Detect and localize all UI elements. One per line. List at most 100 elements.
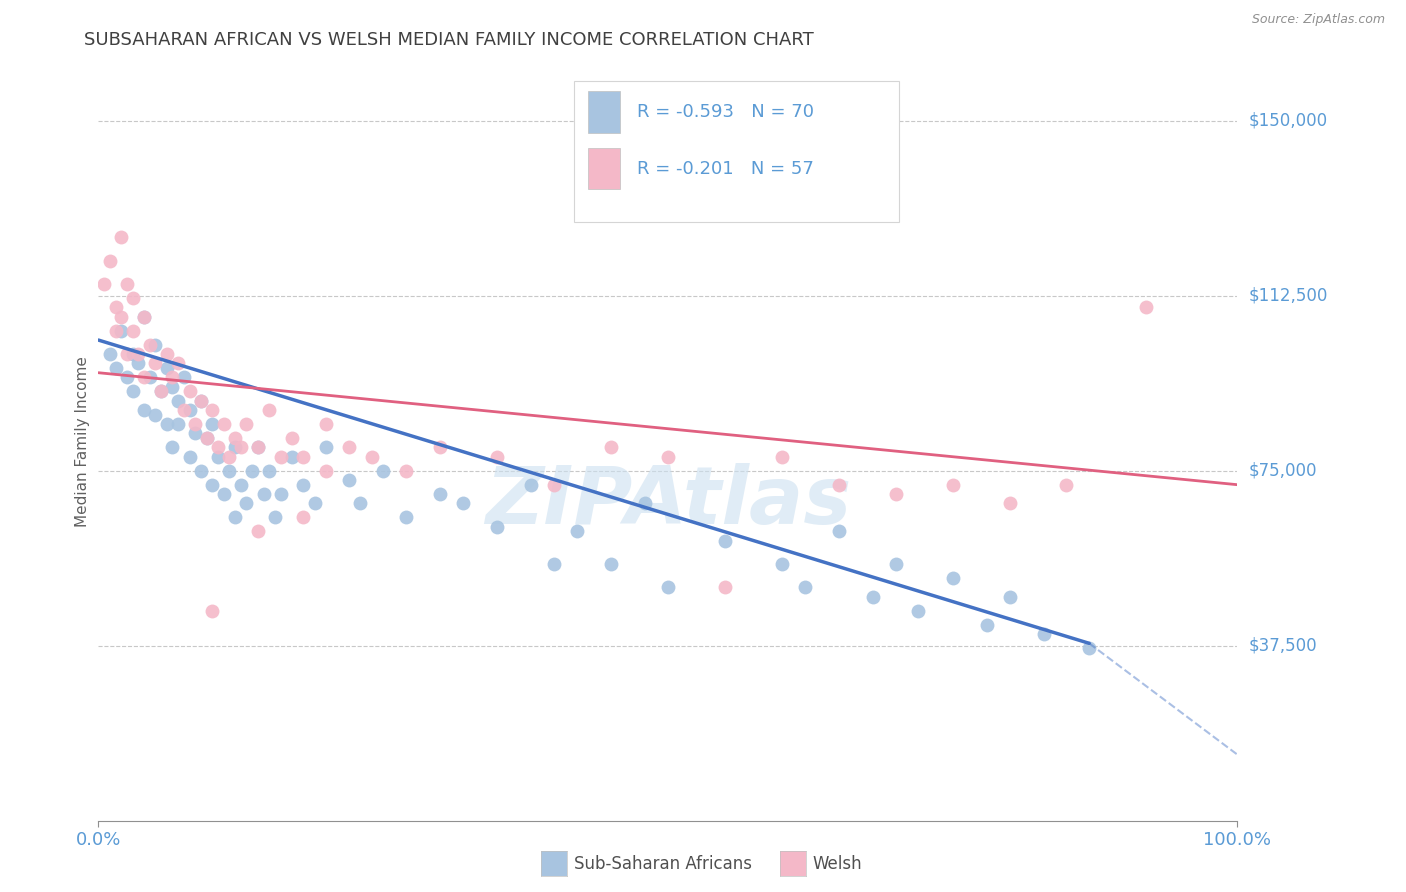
- Point: [315, 464, 337, 478]
- Point: [998, 590, 1021, 604]
- Text: $75,000: $75,000: [1249, 462, 1317, 480]
- Point: [770, 557, 793, 571]
- Point: [634, 496, 657, 510]
- Point: [145, 356, 167, 370]
- Point: [224, 441, 246, 455]
- Point: [98, 347, 121, 361]
- Point: [145, 408, 167, 422]
- Point: [162, 380, 184, 394]
- Point: [486, 519, 509, 533]
- Point: [600, 557, 623, 571]
- Point: [315, 441, 337, 455]
- Point: [115, 347, 138, 361]
- Point: [190, 393, 212, 408]
- Point: [150, 384, 173, 399]
- Point: [281, 450, 304, 464]
- Point: [998, 496, 1021, 510]
- Point: [235, 496, 257, 510]
- Text: Sub-Saharan Africans: Sub-Saharan Africans: [574, 855, 752, 873]
- Point: [104, 301, 127, 315]
- Point: [156, 347, 179, 361]
- Point: [337, 473, 360, 487]
- Point: [543, 557, 565, 571]
- Point: [657, 450, 679, 464]
- Point: [281, 431, 304, 445]
- Point: [145, 337, 167, 351]
- Point: [195, 431, 218, 445]
- Point: [349, 496, 371, 510]
- Point: [246, 441, 269, 455]
- Point: [270, 450, 292, 464]
- Text: ZIPAtlas: ZIPAtlas: [485, 463, 851, 541]
- Point: [292, 477, 315, 491]
- Point: [240, 464, 263, 478]
- Point: [121, 347, 143, 361]
- Point: [360, 450, 382, 464]
- Point: [942, 571, 965, 585]
- Text: $112,500: $112,500: [1249, 286, 1327, 305]
- Point: [371, 464, 394, 478]
- Point: [907, 604, 929, 618]
- Point: [132, 403, 155, 417]
- Point: [304, 496, 326, 510]
- Point: [93, 277, 115, 291]
- Point: [121, 291, 143, 305]
- Point: [150, 384, 173, 399]
- Point: [190, 393, 212, 408]
- Point: [121, 324, 143, 338]
- Point: [179, 384, 201, 399]
- Text: Source: ZipAtlas.com: Source: ZipAtlas.com: [1251, 13, 1385, 27]
- Point: [173, 370, 195, 384]
- Point: [132, 370, 155, 384]
- Point: [395, 464, 418, 478]
- Point: [218, 464, 240, 478]
- Point: [714, 580, 737, 594]
- Point: [486, 450, 509, 464]
- Point: [195, 431, 218, 445]
- Point: [115, 277, 138, 291]
- Point: [156, 417, 179, 431]
- Point: [543, 477, 565, 491]
- Point: [270, 487, 292, 501]
- Point: [884, 557, 907, 571]
- Point: [110, 310, 132, 324]
- Point: [770, 450, 793, 464]
- Point: [207, 450, 229, 464]
- Point: [127, 347, 149, 361]
- Point: [264, 510, 287, 524]
- Text: SUBSAHARAN AFRICAN VS WELSH MEDIAN FAMILY INCOME CORRELATION CHART: SUBSAHARAN AFRICAN VS WELSH MEDIAN FAMIL…: [84, 31, 814, 49]
- Point: [235, 417, 257, 431]
- Point: [828, 524, 851, 539]
- Point: [600, 441, 623, 455]
- Point: [714, 533, 737, 548]
- Point: [252, 487, 274, 501]
- Point: [201, 403, 224, 417]
- Point: [793, 580, 815, 594]
- Point: [212, 417, 235, 431]
- Point: [201, 417, 224, 431]
- Point: [138, 370, 160, 384]
- Point: [1135, 301, 1157, 315]
- Point: [224, 431, 246, 445]
- Point: [179, 403, 201, 417]
- Point: [292, 450, 315, 464]
- Point: [201, 604, 224, 618]
- Point: [229, 441, 252, 455]
- Point: [657, 580, 679, 594]
- Point: [98, 253, 121, 268]
- Point: [184, 426, 207, 441]
- Point: [110, 324, 132, 338]
- FancyBboxPatch shape: [575, 81, 898, 222]
- Point: [132, 310, 155, 324]
- Point: [1078, 640, 1101, 655]
- Point: [167, 393, 190, 408]
- Y-axis label: Median Family Income: Median Family Income: [75, 356, 90, 527]
- Point: [156, 361, 179, 376]
- Point: [110, 230, 132, 244]
- Point: [132, 310, 155, 324]
- Point: [121, 384, 143, 399]
- Point: [828, 477, 851, 491]
- Point: [395, 510, 418, 524]
- Point: [337, 441, 360, 455]
- Point: [862, 590, 884, 604]
